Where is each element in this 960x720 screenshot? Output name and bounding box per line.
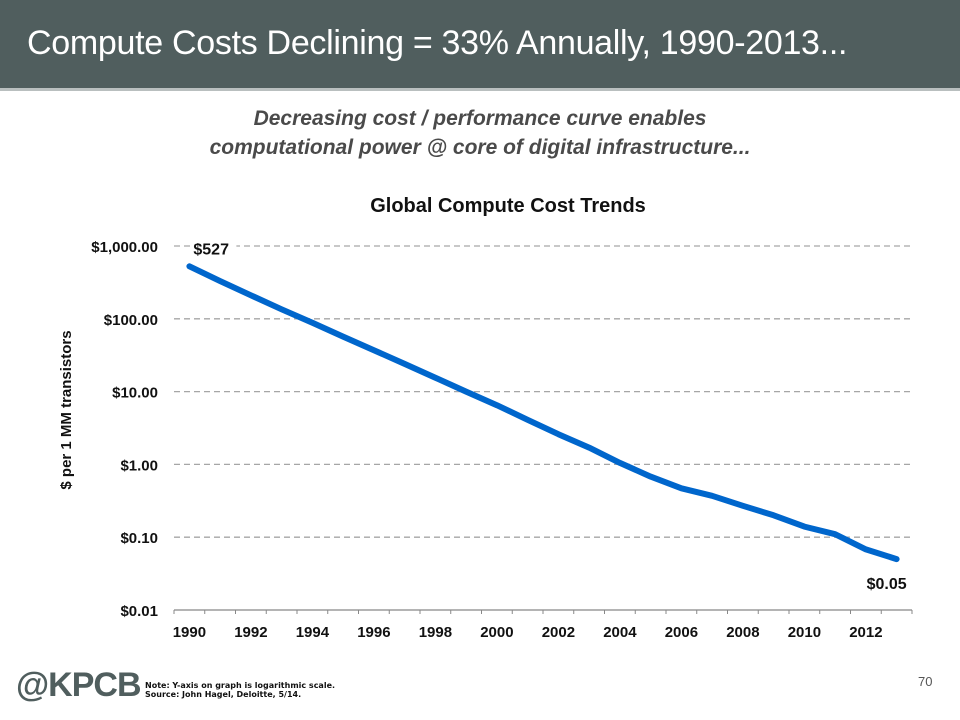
- x-tick-label: 2006: [665, 624, 698, 641]
- data-label-background: [190, 238, 237, 259]
- x-tick-label: 2002: [542, 624, 575, 641]
- x-tick-label: 1992: [234, 624, 267, 641]
- footer-note: Note: Y-axis on graph is logarithmic sca…: [145, 681, 336, 690]
- x-tick-label: 1996: [357, 624, 390, 641]
- footer-source: Source: John Hagel, Deloitte, 5/14.: [145, 690, 302, 699]
- data-label: $527: [193, 241, 229, 258]
- slide-header: Compute Costs Declining = 33% Annually, …: [0, 0, 960, 91]
- y-tick-label: $10.00: [112, 385, 158, 402]
- x-tick-label: 2008: [726, 624, 759, 641]
- subtitle-line-2: computational power @ core of digital in…: [209, 136, 751, 159]
- y-tick-label: $0.10: [120, 530, 158, 547]
- footer-notes: Note: Y-axis on graph is logarithmic sca…: [145, 681, 335, 699]
- gridlines: [174, 245, 912, 538]
- y-tick-label: $0.01: [120, 603, 158, 620]
- x-tick-label: 1994: [296, 624, 330, 641]
- data-label: $0.05: [867, 576, 907, 593]
- y-tick-label: $100.00: [104, 312, 158, 329]
- compute-cost-chart: Global Compute Cost Trends $ per 1 MM tr…: [58, 195, 913, 641]
- series-line: [186, 263, 900, 563]
- x-tick-label: 2000: [480, 624, 513, 641]
- y-axis-ticks: $1,000.00 $100.00 $10.00 $1.00 $0.10 $0.01: [91, 239, 158, 620]
- x-tick-label: 2012: [849, 624, 882, 641]
- page-number: 70: [918, 674, 933, 689]
- x-tick-label: 1998: [419, 624, 452, 641]
- subtitle-line-1: Decreasing cost / performance curve enab…: [253, 107, 707, 130]
- kpcb-logo: @KPCB: [16, 666, 141, 704]
- slide-title: Compute Costs Declining = 33% Annually, …: [27, 24, 848, 62]
- x-axis: 1990 1992 1994 1996 1998 2000 2002 2004 2006 2008…: [173, 609, 913, 641]
- x-tick-label: 2004: [603, 624, 637, 641]
- series-layer: [186, 263, 900, 563]
- y-tick-label: $1.00: [120, 457, 158, 474]
- y-axis-label: $ per 1 MM transistors: [58, 330, 75, 489]
- y-tick-label: $1,000.00: [91, 239, 158, 256]
- x-tick-label: 1990: [173, 624, 206, 641]
- chart-title: Global Compute Cost Trends: [370, 195, 646, 217]
- annotations-layer: $527 $0.05: [190, 238, 907, 593]
- x-tick-label: 2010: [788, 624, 821, 641]
- slide-subtitle: Decreasing cost / performance curve enab…: [0, 104, 960, 162]
